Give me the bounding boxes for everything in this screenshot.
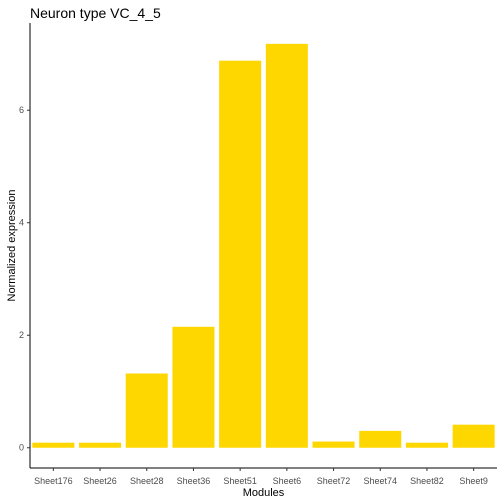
bar-sheet36	[172, 326, 215, 448]
x-ticks-group: Sheet176 Sheet26 Sheet28 Sheet36 Sheet51 Shee…	[34, 468, 488, 486]
bar-sheet51	[219, 60, 262, 448]
x-tick-label: Sheet28	[130, 476, 164, 486]
x-tick-label: Sheet51	[223, 476, 257, 486]
y-ticks-group: 0 2 4 6	[19, 105, 30, 453]
x-tick-label: Sheet176	[34, 476, 73, 486]
x-tick-label: Sheet36	[177, 476, 211, 486]
x-tick-label: Sheet82	[410, 476, 444, 486]
x-tick-label: Sheet26	[83, 476, 117, 486]
bar-sheet26	[79, 442, 122, 448]
x-tick-label: Sheet6	[273, 476, 302, 486]
x-tick-label: Sheet72	[317, 476, 351, 486]
bar-sheet176	[32, 442, 75, 448]
bar-sheet72	[312, 441, 355, 448]
chart-title: Neuron type VC_4_5	[30, 5, 161, 21]
bar-sheet82	[405, 442, 448, 448]
y-tick-label: 2	[19, 330, 24, 340]
x-tick-label: Sheet9	[459, 476, 488, 486]
y-axis-title: Normalized expression	[6, 190, 18, 302]
bar-sheet6	[265, 43, 308, 448]
y-tick-label: 4	[19, 218, 24, 228]
y-tick-label: 6	[19, 105, 24, 115]
bar-sheet28	[125, 373, 168, 448]
bars-group	[32, 43, 495, 448]
bar-sheet74	[359, 430, 402, 448]
x-axis-title: Modules	[243, 487, 285, 499]
bar-sheet9	[452, 424, 495, 448]
y-tick-label: 0	[19, 443, 24, 453]
x-tick-label: Sheet74	[363, 476, 397, 486]
